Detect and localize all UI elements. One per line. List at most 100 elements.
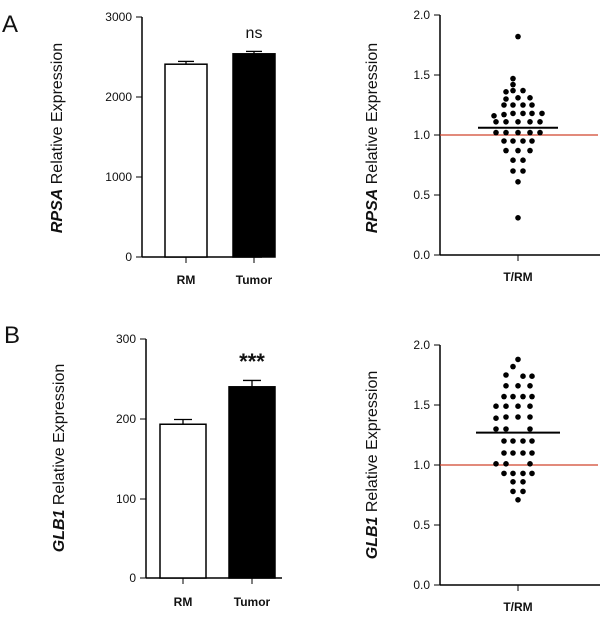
data-point xyxy=(510,393,516,400)
data-point xyxy=(515,147,521,154)
gene-name: GLB1 xyxy=(51,509,68,552)
significance-label: *** xyxy=(239,349,265,374)
data-point xyxy=(510,363,516,370)
data-point xyxy=(503,147,509,154)
rpsa-bar-chart: 3000 2000 1000 0 RM Tumor ns xyxy=(105,10,276,287)
y-axis-label-suffix: Relative Expression xyxy=(364,371,381,517)
data-point xyxy=(501,450,507,456)
data-point xyxy=(527,95,533,101)
data-point xyxy=(520,488,526,495)
data-point xyxy=(520,138,526,144)
data-point xyxy=(515,383,521,389)
scatter-points xyxy=(493,356,535,503)
panel-letter-a: A xyxy=(2,11,18,38)
data-point xyxy=(510,75,516,82)
data-point xyxy=(510,488,516,495)
data-point xyxy=(510,168,516,174)
data-point xyxy=(527,426,533,432)
data-point xyxy=(515,414,521,420)
y-tick-label: 0.5 xyxy=(413,518,430,532)
data-point xyxy=(501,138,507,144)
data-point xyxy=(520,87,526,94)
glb1-bar-chart: 300 200 100 0 RM Tumor *** xyxy=(116,332,282,609)
data-point xyxy=(493,461,499,467)
scatter-y-axis-label: GLB1 Relative Expression xyxy=(364,371,381,560)
bar-y-ticks: 3000 2000 1000 0 xyxy=(105,10,142,264)
data-point xyxy=(503,403,509,410)
category-label-tumor: Tumor xyxy=(236,273,273,287)
data-point xyxy=(529,450,535,456)
y-axis-label-suffix: Relative Expression xyxy=(49,43,66,189)
bar-y-ticks: 300 200 100 0 xyxy=(116,332,146,585)
data-point xyxy=(515,356,521,363)
scatter-y-axis-label: RPSA Relative Expression xyxy=(364,43,381,233)
rpsa-scatter-plot: 2.0 1.5 1.0 0.5 0.0 T/RM xyxy=(413,8,600,284)
data-point xyxy=(520,470,526,477)
data-point xyxy=(510,138,516,144)
data-point xyxy=(503,383,509,389)
bar-y-axis-label: GLB1 Relative Expression xyxy=(51,364,68,553)
data-point xyxy=(515,497,521,503)
y-tick-label: 0 xyxy=(125,250,132,264)
bar-rm xyxy=(159,423,207,579)
data-point xyxy=(503,372,509,378)
data-point xyxy=(493,426,499,432)
data-point xyxy=(510,87,516,94)
data-point xyxy=(515,179,521,185)
data-point xyxy=(493,129,499,136)
y-axis-label-suffix: Relative Expression xyxy=(364,43,381,189)
panel-letter-b: B xyxy=(4,322,20,349)
scatter-y-ticks: 2.0 1.5 1.0 0.5 0.0 xyxy=(413,338,440,592)
data-point xyxy=(515,95,521,101)
data-point xyxy=(520,373,526,380)
data-point xyxy=(527,414,533,420)
scatter-y-ticks: 2.0 1.5 1.0 0.5 0.0 xyxy=(413,8,440,262)
data-point xyxy=(510,438,516,444)
data-point xyxy=(527,129,533,136)
y-tick-label: 0.5 xyxy=(413,188,430,202)
y-tick-label: 200 xyxy=(116,412,136,426)
data-point xyxy=(510,450,516,456)
data-point xyxy=(529,470,535,477)
y-tick-label: 1000 xyxy=(105,170,132,184)
y-tick-label: 0.0 xyxy=(413,248,430,262)
y-tick-label: 2.0 xyxy=(413,8,430,22)
data-point xyxy=(503,426,509,432)
data-point xyxy=(527,383,533,389)
data-point xyxy=(529,110,535,117)
y-tick-label: 0 xyxy=(129,571,136,585)
scatter-x-label: T/RM xyxy=(503,600,532,614)
data-point xyxy=(510,470,516,477)
data-point xyxy=(510,102,516,108)
data-point xyxy=(503,414,509,420)
data-point xyxy=(510,479,516,485)
data-point xyxy=(510,157,516,163)
data-point xyxy=(503,461,509,467)
data-point xyxy=(527,461,533,467)
y-tick-label: 3000 xyxy=(105,10,132,24)
y-tick-label: 1.0 xyxy=(413,128,430,142)
data-point xyxy=(515,403,521,410)
data-point xyxy=(520,438,526,444)
data-point xyxy=(501,438,507,444)
data-point xyxy=(520,450,526,456)
data-point xyxy=(503,119,509,125)
data-point xyxy=(520,157,526,163)
y-tick-label: 1.0 xyxy=(413,458,430,472)
data-point xyxy=(515,119,521,125)
data-point xyxy=(515,129,521,136)
data-point xyxy=(501,111,507,118)
data-point xyxy=(510,81,516,88)
data-point xyxy=(501,470,507,477)
category-label-tumor: Tumor xyxy=(234,595,271,609)
data-point xyxy=(527,403,533,410)
data-point xyxy=(529,102,535,108)
y-tick-label: 1.5 xyxy=(413,398,430,412)
category-label-rm: RM xyxy=(177,273,196,287)
data-point xyxy=(520,102,526,108)
glb1-scatter-plot: 2.0 1.5 1.0 0.5 0.0 T/RM xyxy=(413,338,600,614)
significance-label: ns xyxy=(246,25,263,42)
data-point xyxy=(501,393,507,400)
data-point xyxy=(493,415,499,422)
